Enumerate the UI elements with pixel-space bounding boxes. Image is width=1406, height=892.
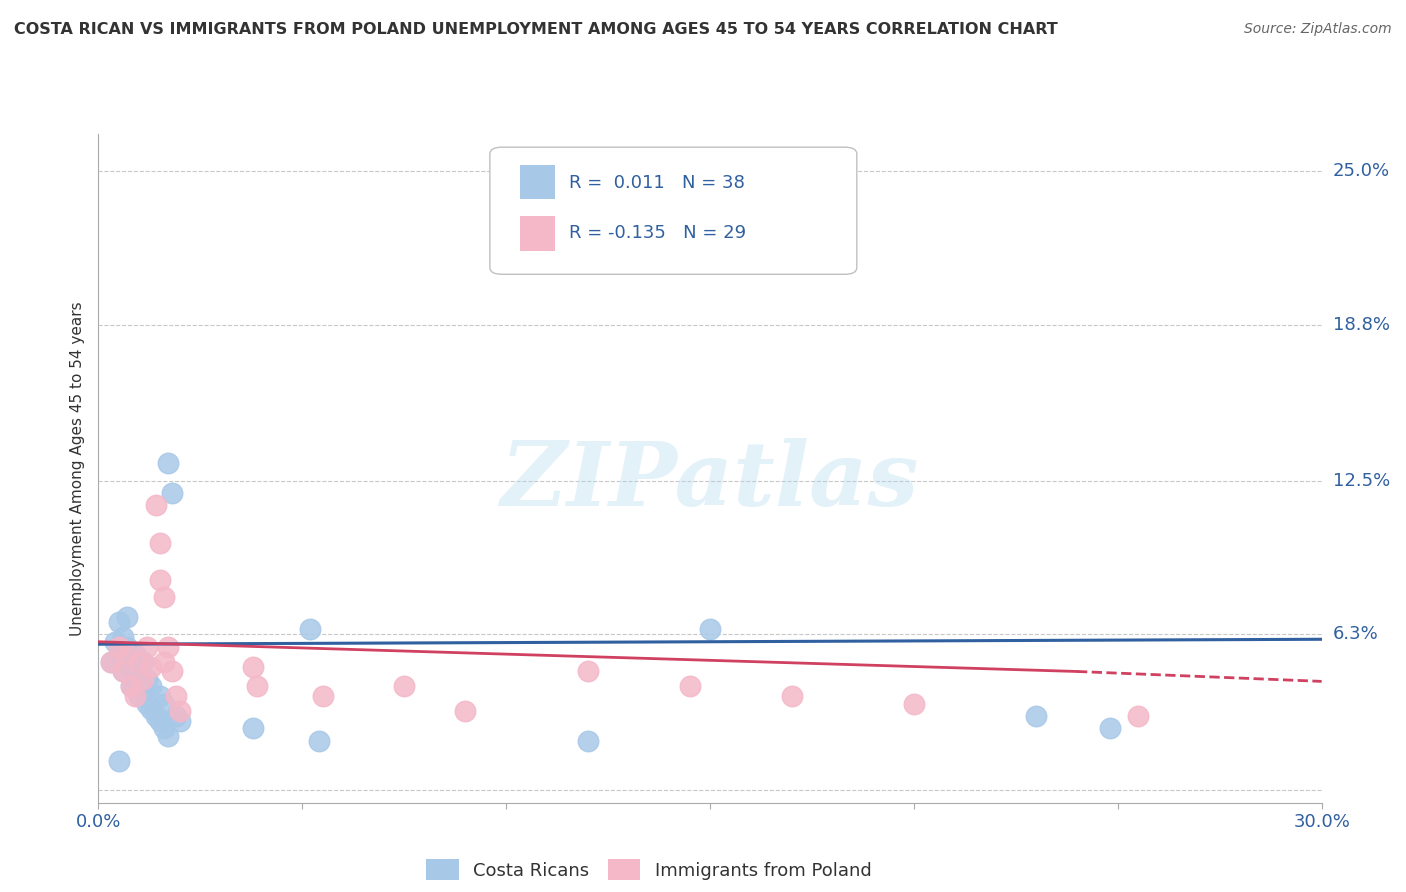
Point [141,679,163,693]
Point [124,672,146,686]
Point [156,640,179,654]
Point [132,655,155,669]
Point [152,722,174,736]
Point [242,659,264,673]
Point [132,684,155,698]
FancyBboxPatch shape [520,165,555,200]
Point [115,640,138,654]
Point [312,690,335,704]
Point [156,456,179,470]
Point [124,647,146,661]
Point [141,659,163,673]
Point [169,704,191,718]
Point [145,709,167,723]
Point [576,665,599,679]
Point [115,647,138,661]
Point [392,679,416,693]
Point [120,659,142,673]
Text: 12.5%: 12.5% [1333,472,1391,490]
Point [152,655,174,669]
Point [699,623,721,637]
Text: 6.3%: 6.3% [1333,625,1378,643]
Point [128,665,150,679]
Point [100,655,122,669]
Point [145,499,167,513]
Point [115,610,138,624]
Point [160,665,183,679]
Point [308,734,330,748]
Point [132,672,155,686]
Point [156,729,179,743]
Point [149,714,172,728]
Point [108,754,131,768]
Point [1025,709,1047,723]
Point [100,655,122,669]
Point [128,655,150,669]
Point [1098,722,1121,736]
Legend: Costa Ricans, Immigrants from Poland: Costa Ricans, Immigrants from Poland [419,852,879,888]
Point [165,709,187,723]
Point [120,679,142,693]
Point [136,672,159,686]
Point [679,679,702,693]
Point [124,690,146,704]
Point [111,665,134,679]
Text: R =  0.011   N = 38: R = 0.011 N = 38 [569,174,745,192]
Point [149,573,172,587]
Point [120,679,142,693]
Point [111,630,134,644]
Point [104,634,127,648]
Point [165,690,187,704]
Point [903,697,925,711]
Point [136,697,159,711]
Text: 18.8%: 18.8% [1333,316,1389,334]
Point [152,697,174,711]
Point [128,690,150,704]
Point [246,679,269,693]
Point [576,734,599,748]
Point [299,623,322,637]
Point [242,722,264,736]
Point [152,590,174,604]
FancyBboxPatch shape [520,216,555,251]
Point [454,704,477,718]
Point [111,665,134,679]
Point [149,690,172,704]
Point [108,640,131,654]
Text: ZIPatlas: ZIPatlas [502,439,918,524]
Point [108,647,131,661]
Text: 25.0%: 25.0% [1333,162,1391,180]
Point [108,615,131,629]
Point [149,535,172,549]
Text: R = -0.135   N = 29: R = -0.135 N = 29 [569,224,747,242]
Y-axis label: Unemployment Among Ages 45 to 54 years: Unemployment Among Ages 45 to 54 years [70,301,86,636]
Point [141,701,163,715]
Point [169,714,191,728]
Point [1128,709,1150,723]
Point [136,640,159,654]
FancyBboxPatch shape [489,147,856,275]
Text: Source: ZipAtlas.com: Source: ZipAtlas.com [1244,22,1392,37]
Point [160,486,183,500]
Text: COSTA RICAN VS IMMIGRANTS FROM POLAND UNEMPLOYMENT AMONG AGES 45 TO 54 YEARS COR: COSTA RICAN VS IMMIGRANTS FROM POLAND UN… [14,22,1057,37]
Point [780,690,803,704]
